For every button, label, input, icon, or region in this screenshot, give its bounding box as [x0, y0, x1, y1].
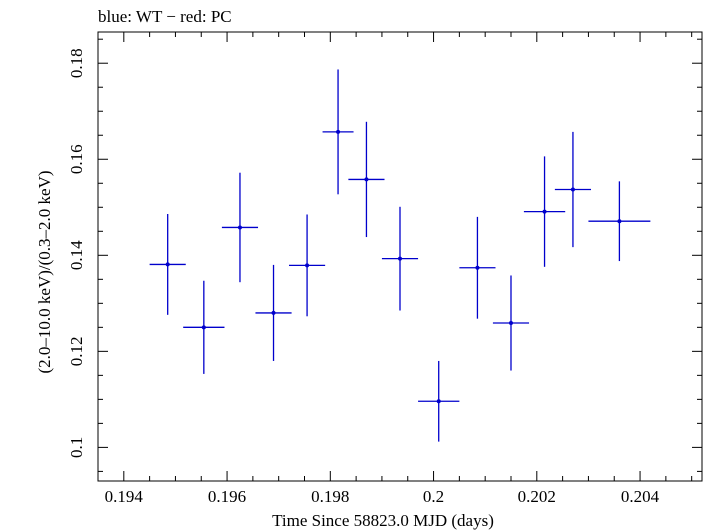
y-tick-label: 0.12 — [67, 336, 86, 366]
tick-labels: 0.194 0.196 0.198 0.2 0.202 0.204 0.1 0.12 0.14 0… — [67, 48, 660, 506]
y-tick-label: 0.16 — [67, 144, 86, 174]
point-marker — [542, 209, 547, 214]
data-point — [221, 172, 259, 283]
point-marker — [617, 219, 622, 224]
point-marker — [364, 177, 369, 182]
y-tick-label: 0.1 — [67, 437, 86, 458]
x-tick-label: 0.204 — [621, 487, 660, 506]
data-point — [255, 264, 292, 361]
point-marker — [398, 256, 402, 261]
data-point — [381, 206, 419, 311]
data-points — [149, 69, 651, 442]
plot-frame — [97, 31, 703, 482]
y-axis-label: (2.0–10.0 keV)/(0.3–2.0 keV) — [35, 170, 54, 373]
point-marker — [570, 187, 575, 192]
x-tick-label: 0.202 — [518, 487, 556, 506]
y-tick-label: 0.18 — [67, 48, 86, 78]
data-point — [149, 214, 186, 315]
axis-ticks — [98, 32, 702, 481]
y-tick-label: 0.14 — [67, 240, 86, 270]
chart-title: blue: WT − red: PC — [98, 7, 232, 26]
x-tick-label: 0.2 — [423, 487, 444, 506]
point-marker — [508, 321, 513, 326]
point-marker — [336, 129, 341, 134]
data-point — [492, 275, 530, 371]
data-point — [588, 181, 651, 262]
point-marker — [436, 399, 441, 404]
x-tick-label: 0.198 — [311, 487, 349, 506]
point-marker — [271, 310, 276, 315]
data-point — [348, 121, 385, 238]
x-tick-label: 0.194 — [105, 487, 144, 506]
data-point — [554, 131, 592, 248]
data-point — [418, 360, 460, 442]
x-axis-label: Time Since 58823.0 MJD (days) — [272, 511, 494, 530]
point-marker — [201, 325, 206, 330]
point-marker — [305, 263, 310, 268]
data-point — [289, 214, 326, 317]
point-marker — [475, 265, 480, 270]
data-point — [183, 280, 225, 374]
point-marker — [165, 262, 170, 267]
data-point — [459, 216, 496, 319]
data-point — [523, 156, 566, 267]
data-point — [322, 69, 354, 195]
x-tick-label: 0.196 — [208, 487, 246, 506]
point-marker — [237, 225, 242, 230]
